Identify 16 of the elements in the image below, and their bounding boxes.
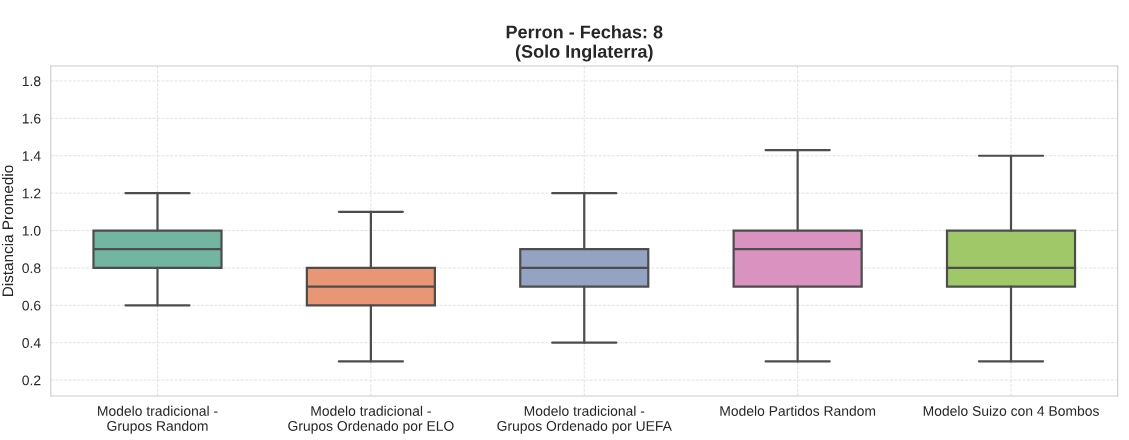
y-tick-label: 0.2	[22, 375, 41, 386]
y-axis-title: Distancia Promedio	[1, 165, 14, 296]
y-tick-label: 1.4	[22, 151, 41, 161]
y-tick-label: 1.0	[22, 225, 41, 236]
y-tick-label: 0.6	[22, 300, 41, 311]
y-tick-label: 0.8	[22, 263, 41, 274]
x-tick-label: Modelo Suizo con 4 Bombos	[923, 405, 1099, 416]
chart-title: Perron - Fechas: 8 (Solo Inglaterra)	[506, 25, 663, 62]
y-tick-label: 1.2	[22, 188, 41, 199]
y-tick-label: 0.4	[22, 338, 41, 348]
x-tick-label: Modelo tradicional - Grupos Random	[98, 405, 218, 434]
y-tick-label: 1.6	[22, 113, 41, 124]
x-tick-label: Modelo Partidos Random	[720, 405, 876, 416]
y-tick-label: 1.8	[22, 76, 41, 87]
x-tick-label: Modelo tradicional - Grupos Ordenado por ELO	[288, 405, 454, 434]
x-tick-label: Modelo tradicional - Grupos Ordenado por UEFA	[497, 405, 672, 434]
